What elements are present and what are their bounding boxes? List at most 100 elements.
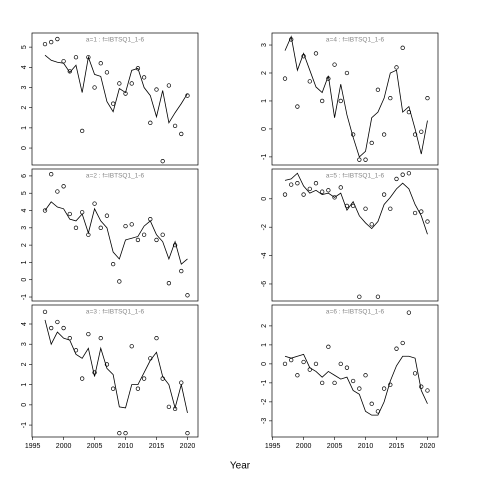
- data-point: [104, 213, 110, 218]
- data-point: [332, 195, 337, 200]
- data-point: [289, 357, 294, 363]
- data-point: [350, 378, 356, 384]
- y-tick-label: 4: [21, 65, 28, 69]
- data-point: [344, 365, 350, 370]
- y-tick-label: 3: [261, 43, 268, 47]
- y-tick-label: 0: [21, 403, 28, 407]
- fit-line: [44, 54, 188, 124]
- data-point: [425, 219, 430, 224]
- data-point: [406, 310, 412, 315]
- data-point: [185, 293, 190, 298]
- data-point: [154, 237, 159, 243]
- fit-line: [284, 35, 428, 158]
- y-tick-label: 4: [21, 322, 28, 326]
- y-tick-label: 2: [21, 243, 28, 247]
- panel-frame: [31, 304, 199, 438]
- data-point: [282, 76, 288, 81]
- y-tick-label: 1: [21, 260, 28, 264]
- panel-title: a=1 : f=IBTSQ1_1-6: [86, 37, 145, 44]
- data-point: [123, 431, 128, 436]
- data-point: [332, 380, 337, 386]
- data-point: [307, 186, 312, 192]
- data-point: [141, 376, 147, 381]
- data-point: [135, 66, 141, 71]
- y-tick-label: 3: [21, 226, 28, 230]
- data-point: [282, 361, 288, 367]
- data-point: [394, 346, 399, 351]
- panel-title: a=3 : f=IBTSQ1_1-6: [86, 309, 145, 316]
- fit-line: [44, 319, 188, 414]
- y-tick-label: 5: [21, 45, 28, 49]
- data-point: [160, 159, 165, 164]
- x-tick-label: 2020: [180, 443, 196, 450]
- y-tick-label: 5: [21, 191, 28, 195]
- data-point: [338, 98, 343, 104]
- data-point: [172, 123, 178, 128]
- data-point: [388, 206, 393, 211]
- data-point: [61, 59, 66, 64]
- y-tick-label: 2: [261, 71, 268, 75]
- data-point: [73, 225, 79, 230]
- panel-title: a=6 : f=IBTSQ1_1-6: [326, 309, 385, 316]
- y-tick-label: -2: [261, 224, 268, 230]
- x-tick-label: 1995: [265, 443, 281, 450]
- y-tick-label: 1: [21, 383, 28, 387]
- data-point: [295, 181, 300, 186]
- data-point: [55, 319, 60, 325]
- y-tick-label: 2: [261, 324, 268, 328]
- data-point: [326, 344, 331, 349]
- data-point: [425, 96, 430, 101]
- data-point: [42, 208, 48, 213]
- data-point: [148, 120, 153, 125]
- data-point: [320, 380, 325, 386]
- data-point: [98, 225, 103, 230]
- data-point: [363, 157, 368, 162]
- data-point: [307, 79, 312, 84]
- data-point: [73, 55, 79, 60]
- data-point: [80, 376, 85, 381]
- data-point: [166, 83, 172, 88]
- data-point: [412, 132, 418, 137]
- fit-line: [44, 201, 188, 265]
- data-point: [301, 359, 306, 365]
- data-point: [400, 340, 405, 346]
- y-tick-label: 0: [261, 197, 268, 201]
- y-tick-label: -1: [261, 380, 268, 386]
- y-tick-label: 6: [21, 174, 28, 178]
- data-point: [49, 172, 54, 177]
- data-point: [42, 41, 48, 47]
- y-tick-label: 1: [261, 343, 268, 347]
- data-point: [412, 371, 418, 376]
- x-tick-label: 2005: [87, 443, 103, 450]
- data-point: [357, 157, 362, 162]
- data-point: [412, 210, 418, 216]
- y-tick-label: -1: [261, 154, 268, 160]
- y-tick-label: 3: [21, 342, 28, 346]
- data-point: [289, 182, 294, 187]
- data-point: [129, 222, 134, 227]
- fit-line: [284, 353, 428, 416]
- x-tick-label: 2015: [389, 443, 405, 450]
- y-tick-label: 2: [21, 106, 28, 110]
- panel-title: a=2 : f=IBTSQ1_1-6: [86, 173, 145, 180]
- data-point: [406, 171, 412, 176]
- x-axis-label: Year: [230, 461, 251, 472]
- x-tick-label: 2010: [358, 443, 374, 450]
- data-point: [166, 281, 172, 286]
- data-point: [400, 172, 405, 177]
- data-point: [320, 189, 325, 194]
- data-point: [86, 331, 91, 337]
- panel-frame: [271, 32, 439, 166]
- x-tick-label: 2005: [327, 443, 343, 450]
- panel-frame: [271, 168, 439, 302]
- data-point: [425, 388, 430, 393]
- data-point: [295, 104, 300, 109]
- data-point: [110, 262, 116, 267]
- y-tick-label: -6: [261, 281, 268, 287]
- data-point: [49, 39, 54, 45]
- data-point: [282, 192, 288, 197]
- data-point: [141, 75, 147, 80]
- data-point: [363, 206, 368, 211]
